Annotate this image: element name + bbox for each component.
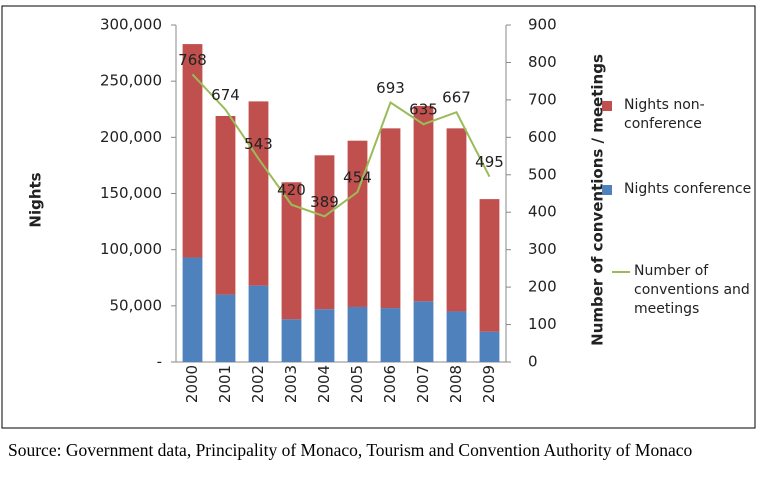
data-label: 667 (442, 89, 471, 107)
bar-segment (413, 301, 434, 362)
bar-segment (182, 44, 203, 258)
x-tick-label: 2007 (414, 365, 432, 403)
y-axis-label: Nights (27, 172, 45, 227)
data-label: 674 (211, 86, 240, 104)
x-tick-label: 2002 (249, 365, 267, 403)
data-label: 389 (310, 193, 339, 211)
bar-segment (347, 306, 368, 362)
x-tick-label: 2003 (282, 365, 300, 403)
y2-tick-label: 500 (528, 165, 557, 183)
legend-entry: Nights non-conference (602, 96, 764, 134)
bar-segment (347, 140, 368, 307)
y2-axis-label: Number of conventions / meetings (589, 54, 607, 346)
legend-swatch (602, 101, 612, 111)
data-label: 635 (409, 101, 438, 119)
data-label: 693 (376, 79, 405, 97)
x-tick-label: 2004 (315, 365, 333, 403)
y-tick-label: 250,000 (100, 72, 162, 90)
bar-segment (248, 101, 269, 286)
source-caption: Source: Government data, Principality of… (8, 440, 693, 460)
legend-swatch (602, 185, 612, 195)
y2-tick-label: 800 (528, 53, 557, 71)
x-tick-label: 2005 (348, 365, 366, 403)
legend-entry: Number of conventions and meetings (612, 262, 769, 319)
bar-segment (314, 309, 335, 362)
bar-segment (281, 182, 302, 320)
data-label: 495 (475, 153, 504, 171)
data-label: 768 (178, 51, 207, 69)
y-tick-label: 300,000 (100, 16, 162, 34)
legend-entry: Nights conference (602, 180, 764, 199)
bar-segment (413, 105, 434, 302)
bar-segment (380, 128, 401, 309)
y2-tick-label: 700 (528, 90, 557, 108)
x-tick-label: 2008 (447, 365, 465, 403)
data-label: 454 (343, 169, 372, 187)
y-tick-label: 150,000 (100, 184, 162, 202)
x-tick-label: 2006 (381, 365, 399, 403)
x-tick-label: 2009 (480, 365, 498, 403)
bar-segment (314, 155, 335, 310)
legend-label: Nights conference (624, 181, 752, 197)
data-label: 420 (277, 181, 306, 199)
bar-segment (446, 311, 467, 362)
y2-tick-label: 100 (528, 315, 557, 333)
bar-segment (479, 199, 500, 332)
y2-tick-label: 200 (528, 278, 557, 296)
y2-tick-label: 0 (528, 353, 538, 371)
x-tick-label: 2000 (183, 365, 201, 403)
bar-segment (248, 285, 269, 362)
x-tick-label: 2001 (216, 365, 234, 403)
bar-segment (380, 308, 401, 362)
bar-segment (182, 257, 203, 362)
legend-label: Number of conventions and meetings (634, 263, 750, 317)
bar-segment (215, 294, 236, 362)
legend-swatch (612, 271, 630, 273)
y2-tick-label: 400 (528, 203, 557, 221)
bar-segment (446, 128, 467, 312)
chart: Nights Number of conventions / meetings … (1, 5, 756, 429)
bar-segment (281, 319, 302, 362)
data-label: 543 (244, 135, 273, 153)
y-tick-label: 50,000 (110, 296, 163, 314)
y-tick-label: 100,000 (100, 240, 162, 258)
y-tick-label: - (157, 353, 162, 371)
y2-tick-label: 900 (528, 16, 557, 34)
y2-tick-label: 600 (528, 128, 557, 146)
y2-tick-label: 300 (528, 240, 557, 258)
bar-segment (479, 331, 500, 362)
bar-segment (215, 115, 236, 295)
line (191, 73, 491, 218)
legend-label: Nights non-conference (624, 97, 705, 132)
frame (1, 5, 756, 429)
y-tick-label: 200,000 (100, 128, 162, 146)
